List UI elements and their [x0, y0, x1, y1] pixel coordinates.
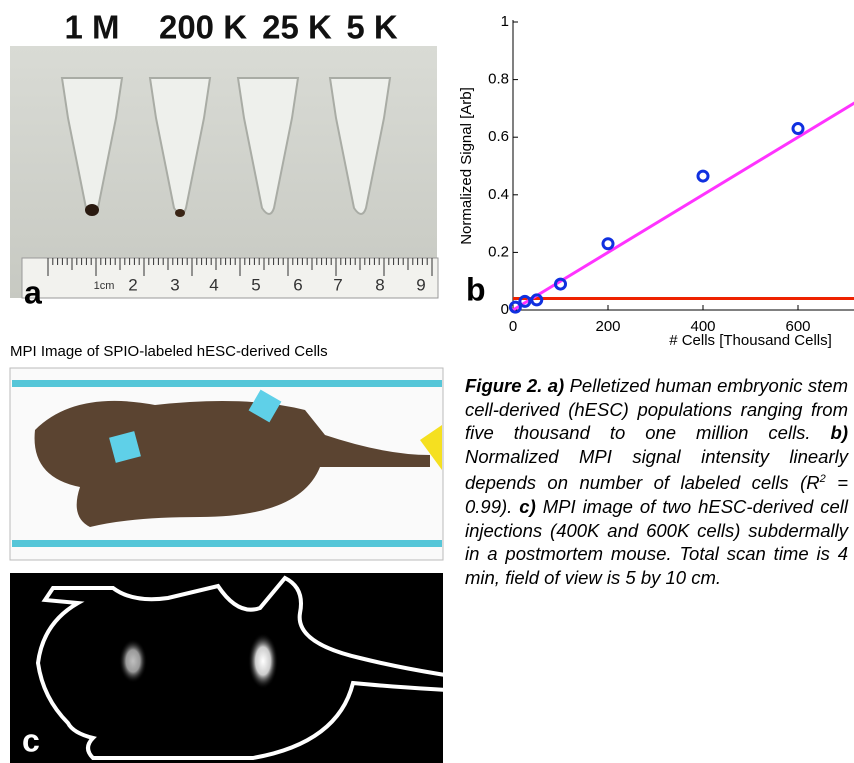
pellet [175, 209, 185, 217]
caption-label: b) [831, 422, 848, 443]
pellet [85, 204, 99, 216]
y-tick-label: 0.4 [488, 186, 509, 203]
y-axis-label: Normalized Signal [Arb] [458, 87, 475, 245]
ruler-label: 7 [333, 275, 342, 294]
ruler-label: 5 [251, 275, 260, 294]
point [698, 171, 708, 181]
x-tick-label: 0 [509, 318, 517, 335]
ruler-label: 4 [209, 275, 218, 294]
rail [12, 380, 442, 387]
caption-label: c) [519, 496, 535, 517]
x-axis-label: # Cells [Thousand Cells] [669, 332, 832, 349]
rail [12, 540, 442, 547]
panel-label: c [22, 722, 40, 758]
y-tick-label: 0.6 [488, 128, 509, 145]
ruler-label: 9 [416, 275, 425, 294]
ruler-label: 6 [293, 275, 302, 294]
y-tick-label: 0.2 [488, 243, 509, 260]
signal-spot [119, 639, 147, 683]
point [793, 124, 803, 134]
y-tick-label: 0.8 [488, 71, 509, 88]
page: 00.20.40.60.8102004006008001000# Cells [… [0, 0, 854, 763]
tube-label: 1 M [64, 9, 119, 46]
panel-title: MPI Image of SPIO-labeled hESC-derived C… [10, 343, 328, 360]
caption-label: Figure 2. a) [465, 375, 564, 396]
tube-label: 5 K [346, 9, 398, 46]
point [603, 239, 613, 249]
caption: Figure 2. a) Pelletized human embryonic … [465, 374, 848, 590]
y-tick-label: 0 [501, 301, 509, 318]
fit-line [513, 22, 854, 310]
panel-label: a [24, 274, 42, 310]
tube-label: 200 K [159, 9, 247, 46]
signal-spot [248, 633, 278, 689]
panel-label: b [466, 271, 486, 307]
chart: 00.20.40.60.8102004006008001000# Cells [… [458, 13, 854, 349]
point [556, 279, 566, 289]
x-tick-label: 200 [595, 318, 620, 335]
y-tick-label: 1 [501, 13, 509, 30]
ruler-label: 1cm [94, 280, 115, 292]
ruler-label: 2 [128, 275, 137, 294]
ruler-label: 8 [375, 275, 384, 294]
tube-label: 25 K [262, 9, 332, 46]
ruler-label: 3 [170, 275, 179, 294]
caption-text: Normalized MPI signal intensity linearly… [465, 446, 848, 494]
